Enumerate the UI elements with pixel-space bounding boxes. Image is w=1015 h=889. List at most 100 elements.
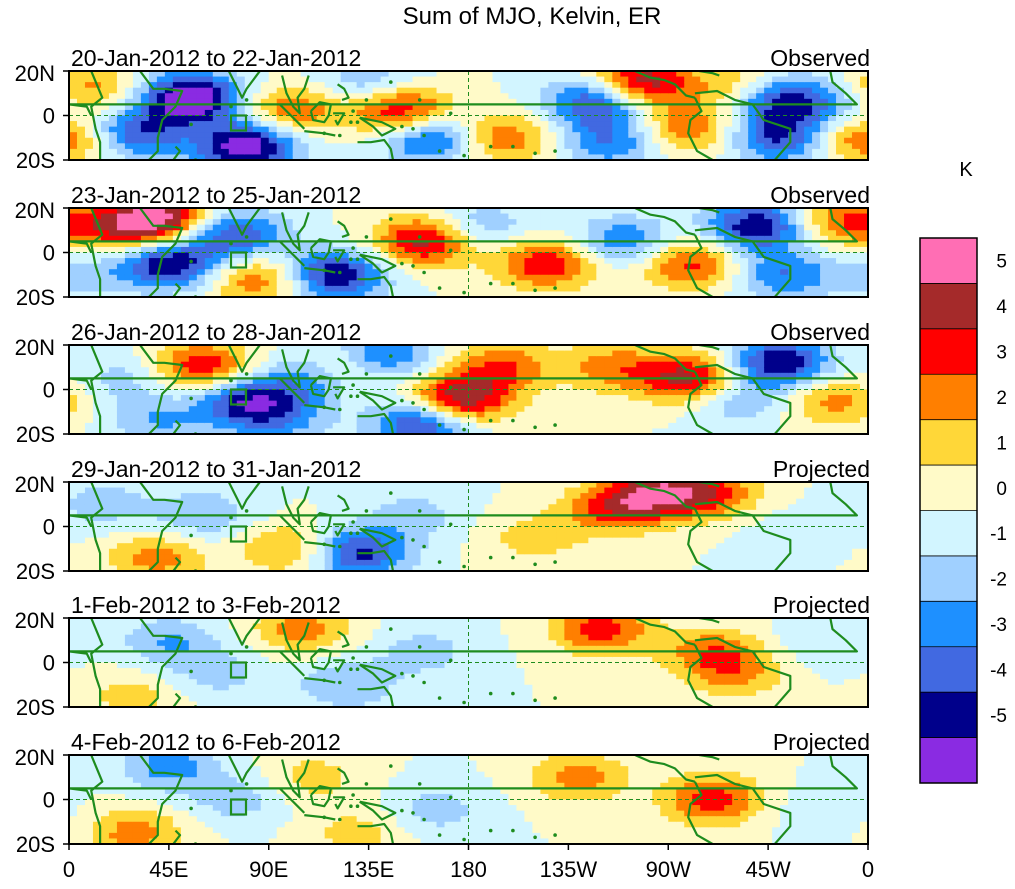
field-cell — [764, 104, 773, 111]
field-cell — [532, 263, 542, 270]
field-cell — [748, 82, 757, 89]
field-cell — [69, 76, 78, 83]
field-cell — [308, 367, 318, 374]
field-cell — [548, 104, 557, 111]
field-cell — [172, 395, 182, 402]
field-cell — [524, 345, 534, 352]
field-cell — [92, 395, 102, 402]
field-cell — [484, 361, 494, 368]
field-cell — [764, 400, 773, 407]
field-cell — [836, 274, 845, 281]
field-cell — [468, 285, 478, 293]
field-cell — [564, 411, 573, 418]
field-cell — [580, 252, 589, 259]
field-cell — [476, 71, 486, 78]
field-cell — [132, 121, 142, 128]
field-cell — [532, 132, 542, 139]
field-cell — [796, 71, 805, 78]
field-cell — [604, 219, 613, 226]
island — [448, 385, 453, 390]
field-cell — [300, 411, 310, 418]
field-cell — [716, 356, 725, 363]
field-cell — [644, 383, 653, 391]
field-cell — [292, 246, 302, 254]
field-cell — [260, 219, 270, 226]
field-cell — [164, 126, 174, 133]
field-cell — [828, 406, 837, 413]
field-cell — [452, 258, 462, 265]
field-cell — [476, 82, 486, 89]
field-cell — [548, 383, 557, 391]
field-cell — [796, 126, 805, 133]
field-cell — [420, 82, 430, 89]
field-cell — [476, 422, 486, 430]
field-cell — [428, 241, 438, 248]
field-cell — [772, 115, 781, 122]
field-cell — [692, 417, 701, 424]
field-cell — [812, 98, 821, 105]
field-cell — [476, 235, 486, 242]
field-cell — [628, 400, 637, 407]
field-cell — [588, 126, 597, 133]
field-cell — [172, 104, 182, 111]
field-cell — [812, 389, 821, 396]
field-cell — [124, 224, 134, 231]
field-cell — [228, 219, 238, 226]
field-cell — [252, 258, 262, 265]
field-cell — [564, 383, 573, 391]
field-cell — [516, 137, 526, 144]
field-cell — [69, 520, 78, 528]
field-cell — [132, 280, 142, 287]
field-cell — [156, 137, 166, 144]
field-cell — [228, 154, 238, 160]
field-cell — [140, 126, 150, 133]
field-cell — [412, 372, 422, 379]
field-cell — [660, 356, 669, 363]
field-cell — [396, 395, 406, 402]
field-cell — [348, 137, 358, 144]
field-cell — [788, 98, 797, 105]
field-cell — [796, 246, 805, 254]
field-cell — [372, 422, 382, 430]
field-cell — [812, 241, 821, 248]
field-cell — [100, 93, 110, 100]
field-cell — [828, 378, 837, 385]
coastline — [687, 371, 714, 434]
field-cell — [204, 356, 214, 363]
field-cell — [500, 71, 510, 78]
field-cell — [380, 219, 390, 226]
field-cell — [740, 361, 749, 368]
field-cell — [228, 230, 238, 237]
field-cell — [284, 263, 294, 270]
field-cell — [812, 361, 821, 368]
field-cell — [100, 126, 110, 133]
field-cell — [628, 219, 637, 226]
field-cell — [796, 76, 805, 83]
field-cell — [404, 263, 414, 270]
field-cell — [652, 87, 661, 94]
field-cell — [660, 208, 669, 215]
field-cell — [436, 367, 446, 374]
field-cell — [500, 132, 510, 139]
field-cell — [716, 71, 725, 78]
field-cell — [660, 428, 669, 434]
field-cell — [180, 285, 190, 293]
field-cell — [484, 269, 494, 276]
field-cell — [740, 76, 749, 83]
field-cell — [284, 235, 294, 242]
field-cell — [420, 411, 430, 418]
field-cell — [748, 280, 757, 287]
field-cell — [836, 285, 845, 293]
field-cell — [844, 98, 853, 105]
field-cell — [844, 126, 853, 133]
field-cell — [588, 291, 597, 297]
field-cell — [516, 104, 526, 111]
field-cell — [852, 82, 861, 89]
field-cell — [108, 98, 118, 105]
field-cell — [556, 109, 565, 117]
field-cell — [580, 126, 589, 133]
field-cell — [236, 137, 246, 144]
field-cell — [420, 400, 430, 407]
island — [229, 378, 233, 383]
field-cell — [508, 395, 518, 402]
